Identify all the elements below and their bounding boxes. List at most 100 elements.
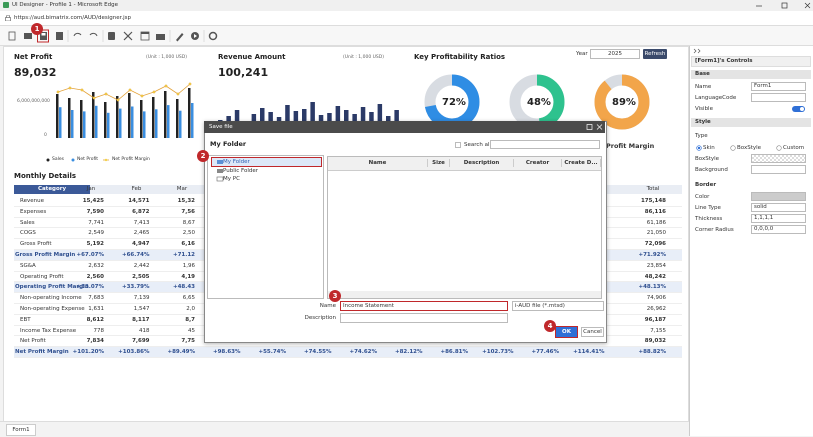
row-label: Income Tax Expense: [20, 327, 77, 334]
tree-icons: [216, 160, 224, 182]
radio-group[interactable]: [695, 144, 805, 152]
cell: +55.74%: [258, 349, 286, 356]
ok-button[interactable]: OK: [555, 326, 578, 338]
cell: 7,139: [133, 295, 150, 302]
legend-label: Net Profit Margin: [112, 157, 150, 162]
tree-item[interactable]: My PC: [223, 176, 240, 182]
kpi-value: 89,032: [14, 66, 57, 79]
callout: 1: [31, 23, 43, 35]
cell: 61,186: [646, 219, 666, 226]
prop-label: Corner Radius: [695, 227, 734, 233]
prop-input[interactable]: [751, 165, 806, 174]
callout: 4: [544, 320, 556, 332]
prop-input[interactable]: [751, 93, 806, 102]
boxstyle-swatch[interactable]: [751, 154, 806, 163]
url: https://aud.bimatrix.com/AUD/designer.js…: [14, 15, 132, 21]
cell: 8,7: [185, 316, 195, 323]
cell: 74,906: [646, 295, 666, 302]
cell: +103.86%: [118, 349, 150, 356]
cell: 8,117: [132, 316, 150, 323]
cell: +77.46%: [531, 349, 559, 356]
refresh-button[interactable]: Refresh: [643, 49, 667, 59]
unit-label: (Unit : 1,000 USD): [146, 55, 187, 60]
window-controls[interactable]: [750, 0, 813, 11]
tree-item[interactable]: Public Folder: [223, 168, 259, 174]
tree-item[interactable]: My Folder: [223, 159, 250, 165]
row-label: EBT: [20, 316, 31, 323]
column-header: Size: [428, 159, 450, 167]
prop-select[interactable]: solid: [751, 203, 806, 212]
toggle-knob: [800, 107, 804, 111]
title-bar: [0, 0, 813, 11]
file-type-select[interactable]: i-AUD file (*.mtsd): [512, 301, 604, 311]
field-label: Name: [319, 303, 336, 309]
widget-title: Key Profitability Ratios: [414, 53, 506, 61]
toolbar-icons[interactable]: [0, 26, 230, 45]
cell: 1,631: [88, 306, 104, 312]
toggle[interactable]: [792, 106, 805, 112]
prop-label: Thickness: [695, 216, 723, 222]
name-input[interactable]: Income Statement: [340, 301, 508, 311]
control-select[interactable]: [691, 56, 811, 67]
color-input[interactable]: [751, 192, 806, 201]
header-cell: Jan: [86, 186, 96, 192]
grid-header: [328, 157, 601, 171]
cell: 4,947: [132, 241, 150, 248]
prop-input[interactable]: 0,0,0,0: [751, 225, 806, 234]
header-cell: Feb: [131, 186, 142, 192]
prop-label: LanguageCode: [695, 95, 737, 101]
tab-strip: [0, 421, 689, 437]
radio-label: Custom: [783, 145, 805, 151]
callout: 2: [197, 150, 209, 162]
year-input[interactable]: 2025: [590, 49, 640, 59]
prop-input[interactable]: Form1: [751, 82, 806, 91]
prop-input[interactable]: 1,1,1,1: [751, 214, 806, 223]
table-row: [14, 347, 682, 358]
scrollbar[interactable]: [328, 291, 601, 298]
donut-label: 89%: [612, 97, 636, 108]
cell: 14,571: [128, 198, 150, 204]
cell: 7,590: [86, 208, 104, 215]
cell: +71.92%: [638, 252, 666, 258]
cell: 89,032: [644, 338, 666, 345]
selected-folder[interactable]: [211, 157, 322, 167]
prop-label: Background: [695, 167, 728, 173]
row-label: Operating Profit: [20, 273, 64, 280]
cell: 778: [93, 327, 105, 334]
description-input[interactable]: [340, 313, 508, 323]
cell: 72,096: [644, 241, 666, 248]
section-title: Monthly Details: [14, 172, 77, 180]
row-label: Revenue: [20, 198, 44, 204]
cell: 2,442: [133, 262, 150, 269]
toolbar: [0, 26, 813, 46]
cell: 8,612: [86, 316, 104, 323]
dialog-controls[interactable]: [585, 122, 605, 132]
axis-label: 6,000,000,000: [17, 99, 50, 104]
cell: 7,699: [132, 338, 150, 345]
row-label: COGS: [20, 230, 36, 237]
row-label: Gross Profit: [20, 241, 52, 248]
search-input[interactable]: [490, 140, 600, 149]
cancel-button[interactable]: Cancel: [581, 327, 604, 337]
cell: 6,16: [181, 241, 195, 248]
address-bar[interactable]: [0, 11, 813, 26]
cell: 26,962: [646, 306, 666, 312]
form-tab[interactable]: Form1: [6, 424, 36, 436]
section-header: Base: [691, 70, 811, 79]
row-label: SG&A: [20, 262, 36, 269]
cell: 96,187: [644, 316, 666, 323]
cell: 2,632: [88, 262, 104, 269]
panel-toggle[interactable]: [693, 47, 713, 55]
cell: 2,560: [86, 273, 104, 280]
cell: 45: [188, 327, 195, 334]
cell: +98.63%: [212, 349, 241, 356]
app-icon: [3, 2, 9, 8]
cell: 23,854: [646, 262, 666, 269]
cell: 21,050: [646, 230, 666, 237]
header-cell: Category: [14, 185, 90, 194]
lock-icon: [5, 15, 11, 21]
file-grid: [327, 156, 602, 299]
checkbox[interactable]: [455, 142, 461, 148]
donut-label: 72%: [442, 97, 466, 108]
cell: 2,0: [186, 306, 195, 312]
